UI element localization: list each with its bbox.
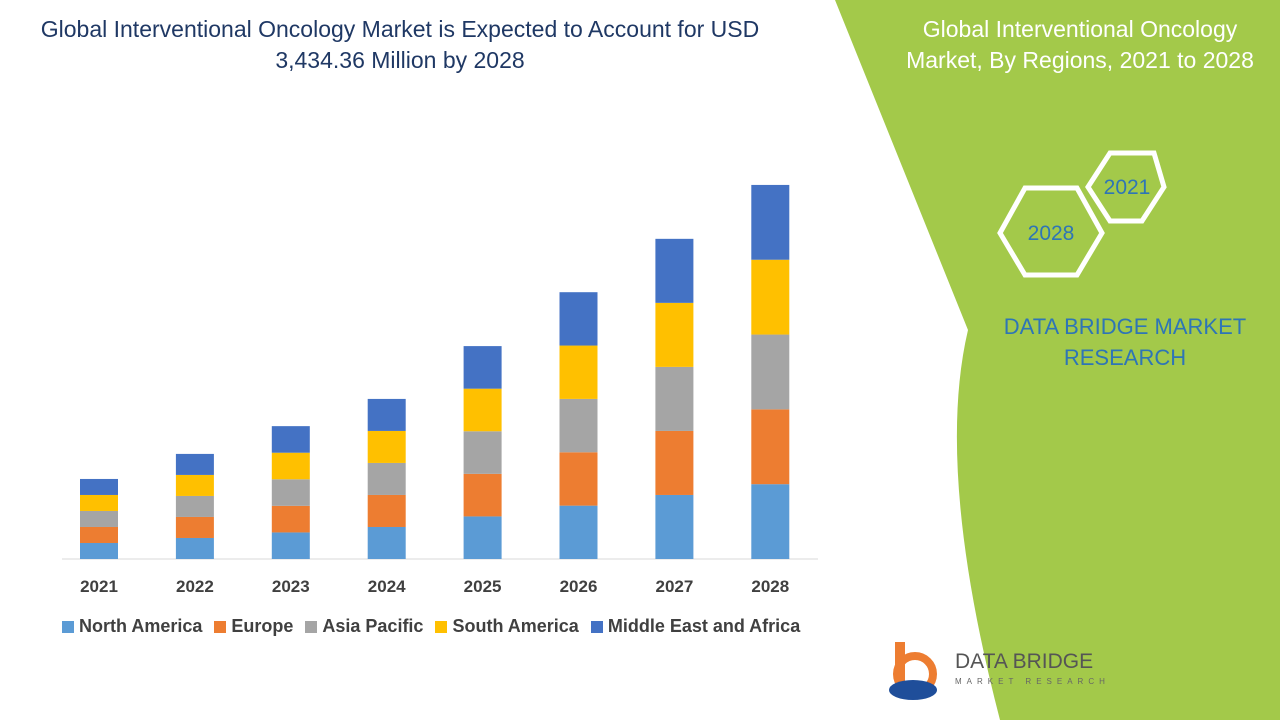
bar-segment-2022-4 — [175, 453, 214, 475]
bar-segment-2027-2 — [655, 366, 694, 431]
bar-segment-2025-2 — [463, 431, 502, 474]
bar-segment-2026-3 — [559, 345, 598, 399]
hex-label-2021: 2021 — [1104, 176, 1151, 199]
bar-segment-2027-1 — [655, 430, 694, 495]
bar-segment-2024-2 — [367, 462, 406, 495]
legend-label: North America — [79, 616, 203, 636]
bar-segment-2022-0 — [175, 537, 214, 559]
legend-label: Asia Pacific — [322, 616, 424, 636]
x-tick-label: 2028 — [751, 577, 789, 596]
hexagon-2021 — [1085, 150, 1167, 224]
bar-segment-2028-1 — [751, 409, 790, 485]
x-tick-label: 2021 — [80, 577, 118, 596]
logo-tagline: MARKET RESEARCH — [955, 677, 1110, 686]
legend-swatch — [590, 620, 603, 633]
bars — [80, 184, 790, 559]
bar-segment-2028-2 — [751, 334, 790, 410]
legend: North America Europe Asia Pacific South … — [62, 616, 800, 637]
legend-swatch — [214, 620, 227, 633]
bar-segment-2028-4 — [751, 184, 790, 260]
legend-label: Europe — [231, 616, 294, 636]
bar-segment-2024-0 — [367, 526, 406, 559]
legend-item: Asia Pacific — [305, 616, 423, 637]
x-tick-label: 2027 — [655, 577, 693, 596]
bar-segment-2021-4 — [80, 478, 118, 495]
bar-segment-2028-3 — [751, 259, 790, 335]
legend-item: South America — [435, 616, 579, 637]
bar-segment-2021-2 — [80, 510, 118, 527]
bar-segment-2022-2 — [175, 495, 214, 517]
bar-segment-2023-0 — [271, 532, 310, 559]
bar-segment-2025-0 — [463, 516, 502, 559]
bar-segment-2024-1 — [367, 494, 406, 527]
bar-segment-2026-4 — [559, 292, 598, 346]
bar-segment-2028-0 — [751, 484, 790, 559]
bar-segment-2023-4 — [271, 426, 310, 453]
panel-title: Global Interventional Oncology Market, B… — [906, 16, 1254, 73]
legend-swatch — [435, 620, 448, 633]
bar-segment-2021-0 — [80, 542, 118, 559]
legend-swatch — [305, 620, 318, 633]
bar-segment-2026-1 — [559, 452, 598, 506]
bar-segment-2024-3 — [367, 430, 406, 463]
hex-label-2028: 2028 — [1028, 222, 1075, 245]
legend-label: South America — [452, 616, 579, 636]
bar-segment-2026-2 — [559, 398, 598, 453]
logo-name: DATA BRIDGE — [955, 650, 1094, 673]
legend-item: Europe — [214, 616, 293, 637]
legend-label: Middle East and Africa — [607, 616, 801, 636]
bar-segment-2023-3 — [271, 452, 310, 480]
bar-segment-2025-3 — [463, 388, 502, 432]
legend-item: Middle East and Africa — [590, 616, 801, 637]
bar-segment-2022-3 — [175, 474, 214, 496]
legend-swatch — [62, 620, 74, 633]
bar-segment-2025-4 — [463, 346, 502, 389]
hexagon-2028 — [997, 185, 1105, 278]
data-bridge-logo-icon — [889, 642, 937, 700]
legend-item: North America — [62, 616, 202, 637]
bar-segment-2027-0 — [655, 494, 694, 559]
bar-segment-2022-1 — [175, 516, 214, 538]
bar-segment-2023-2 — [271, 479, 310, 506]
brand-text: DATA BRIDGE MARKET RESEARCH — [1003, 314, 1247, 370]
green-panel — [835, 0, 1280, 720]
bar-segment-2024-4 — [367, 398, 406, 431]
x-tick-label: 2024 — [368, 577, 406, 596]
bar-segment-2021-3 — [80, 494, 118, 511]
x-tick-label: 2026 — [560, 577, 598, 596]
bar-segment-2021-1 — [80, 526, 118, 543]
x-ticks: 2021 2022 2023 2024 2025 2026 2027 2028 — [80, 577, 789, 596]
bar-segment-2025-1 — [463, 473, 502, 517]
chart-title: Global Interventional Oncology Market is… — [40, 16, 760, 73]
bar-segment-2023-1 — [271, 505, 310, 533]
x-tick-label: 2022 — [176, 577, 214, 596]
bar-segment-2027-4 — [655, 238, 694, 303]
x-tick-label: 2023 — [272, 577, 310, 596]
bar-segment-2026-0 — [559, 505, 598, 559]
x-tick-label: 2025 — [464, 577, 502, 596]
bar-segment-2027-3 — [655, 302, 694, 367]
